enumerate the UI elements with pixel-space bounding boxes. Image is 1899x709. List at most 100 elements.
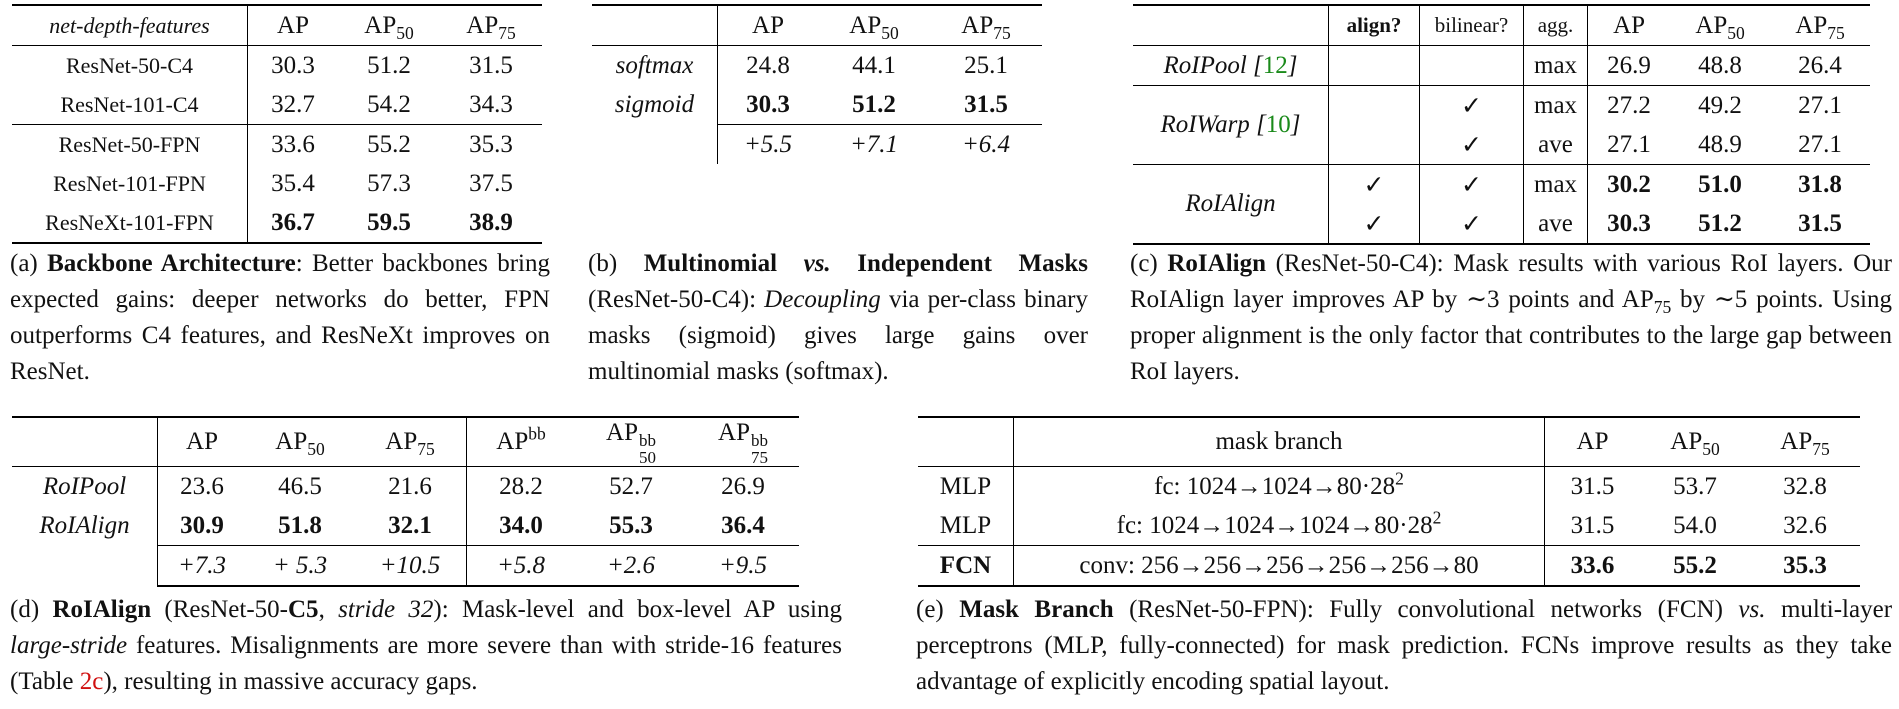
cell: 30.2: [1587, 164, 1671, 204]
table-row: RoIPool [12] max 26.9 48.8 26.4: [1133, 45, 1871, 86]
caption-d: (d) RoIAlign (ResNet-50-C5, stride 32): …: [10, 592, 842, 700]
cell: 30.3: [247, 45, 338, 85]
table-row: FCN conv: 256→256→256→256→256→80 33.6 55…: [918, 545, 1860, 587]
delta-cell: + 5.3: [246, 545, 354, 587]
header-cell: AP50: [818, 4, 930, 46]
table-a: net-depth-features AP AP50 AP75 ResNet-5…: [12, 4, 542, 244]
row-label: ResNet-50-C4: [12, 45, 248, 85]
caption-label: (d): [10, 596, 40, 623]
caption-title: Multinomial: [643, 250, 778, 277]
caption-c: (c) RoIAlign (ResNet-50-C4): Mask result…: [1130, 246, 1892, 390]
header-cell: bilinear?: [1419, 4, 1524, 46]
check-mark: ✓: [1419, 164, 1524, 204]
header-cell: AP: [157, 416, 246, 467]
cell: 48.9: [1698, 130, 1742, 158]
citation-link[interactable]: 10: [1265, 111, 1291, 138]
header-cell: AP75: [440, 4, 542, 46]
caption-title: Independent Masks: [857, 250, 1088, 277]
table-header: AP AP50 AP75: [592, 4, 1042, 46]
table-row: softmax 24.8 44.1 25.1: [592, 45, 1042, 85]
cell: 51.8: [278, 511, 322, 539]
caption-text: ): Mask-level and box-level AP using: [433, 596, 843, 623]
delta-cell: +5.8: [466, 545, 575, 587]
caption-text: (ResNet-50-C4): Mask results with variou…: [1130, 250, 1892, 313]
table-header: mask branch AP AP50 AP75: [918, 416, 1860, 467]
cell: 27.1: [1798, 130, 1842, 158]
cell: fc: 1024→1024→80·282: [1013, 466, 1545, 506]
cell: 48.8: [1670, 45, 1771, 86]
cell: 27.1: [1607, 130, 1651, 158]
cell: 35.3: [1750, 545, 1860, 587]
header-cell: APbb: [466, 416, 575, 467]
table-header: align? bilinear? agg. AP AP50 AP75: [1133, 4, 1871, 46]
cell: 24.8: [717, 45, 818, 85]
header-cell: [918, 416, 1014, 467]
table-b: AP AP50 AP75 softmax 24.8 44.1 25.1 sigm…: [592, 4, 1042, 164]
table-header: AP AP50 AP75 APbb AP bb 50 AP bb 75: [12, 416, 799, 467]
table-b-panel: AP AP50 AP75 softmax 24.8 44.1 25.1 sigm…: [592, 4, 1042, 164]
cell: 26.9: [1587, 45, 1671, 86]
row-label: MLP: [918, 506, 1014, 546]
check-mark: ✓: [1419, 204, 1524, 245]
cell: 51.2: [1670, 204, 1771, 245]
cell: 33.6: [1544, 545, 1640, 587]
caption-text: features. Misalignments are more severe …: [10, 632, 842, 695]
table-row: ResNet-50-C4 30.3 51.2 31.5: [12, 45, 542, 85]
header-cell: AP50: [1640, 416, 1750, 467]
caption-text: ), resulting in massive accuracy gaps.: [103, 668, 478, 695]
delta-cell: +7.1: [818, 124, 930, 164]
caption-text: multi-layer perceptrons (MLP, fully-conn…: [916, 596, 1893, 695]
header-cell: AP: [1544, 416, 1640, 467]
cell: 23.6: [157, 466, 246, 506]
caption-label: (e): [916, 596, 944, 623]
cell: 46.5: [246, 466, 354, 506]
cell: 54.2: [367, 90, 411, 118]
cell: 31.5: [440, 45, 542, 85]
table-row: MLP fc: 1024→1024→1024→80·282 31.5 54.0 …: [918, 506, 1860, 546]
row-label: RoIPool: [12, 466, 158, 506]
cell: ave: [1523, 204, 1589, 245]
header-cell: AP50: [246, 416, 354, 467]
caption-title-vs: vs.: [803, 250, 831, 277]
caption-text: ,: [318, 596, 339, 623]
row-label: ResNet-101-FPN: [12, 164, 248, 203]
row-label: ResNeXt-101-FPN: [12, 203, 248, 244]
table-d-panel: AP AP50 AP75 APbb AP bb 50 AP bb 75 RoIPool …: [12, 416, 799, 587]
cell: 32.7: [271, 90, 315, 118]
row-label: MLP: [918, 466, 1014, 506]
table-header: net-depth-features AP AP50 AP75: [12, 4, 542, 46]
cell: fc: 1024→1024→1024→80·282: [1013, 506, 1545, 546]
delta-cell: +2.6: [575, 545, 687, 587]
cell: 26.4: [1770, 45, 1871, 86]
delta-cell: +6.4: [930, 124, 1042, 164]
header-cell: AP75: [930, 4, 1042, 46]
cell: 57.3: [367, 169, 411, 197]
cell: max: [1523, 164, 1589, 204]
header-cell: net-depth-features: [12, 4, 248, 46]
cell: 36.7: [247, 203, 338, 244]
cell: 32.1: [354, 506, 467, 546]
cell: 35.3: [440, 124, 542, 164]
caption-text: (ResNet-50-C4):: [588, 286, 765, 313]
header-cell: mask branch: [1013, 416, 1545, 467]
table-ref-link[interactable]: 2c: [79, 668, 104, 695]
cell: 52.7: [575, 466, 687, 506]
caption-e: (e) Mask Branch (ResNet-50-FPN): Fully c…: [916, 592, 1892, 700]
caption-label: (b): [588, 250, 618, 277]
row-label: sigmoid: [592, 85, 718, 125]
row-label: ResNet-101-C4: [12, 85, 248, 125]
delta-cell: +5.5: [717, 124, 818, 164]
citation-link[interactable]: 12: [1262, 51, 1288, 79]
cell: [1328, 45, 1420, 86]
cell: 27.1: [1770, 85, 1871, 125]
table-c-panel: align? bilinear? agg. AP AP50 AP75 RoIPo…: [1133, 4, 1871, 245]
caption-title: RoIAlign: [1167, 250, 1266, 277]
caption-label: (c): [1130, 250, 1158, 277]
header-cell: AP: [1587, 4, 1671, 46]
cell: 49.2: [1670, 85, 1771, 125]
header-cell: AP50: [1670, 4, 1771, 46]
table-d: AP AP50 AP75 APbb AP bb 50 AP bb 75 RoIPool …: [12, 416, 799, 587]
caption-bold: C5: [288, 596, 319, 623]
caption-text: : Better backbones bring expected gains:…: [10, 250, 550, 385]
table-a-panel: net-depth-features AP AP50 AP75 ResNet-5…: [12, 4, 542, 244]
